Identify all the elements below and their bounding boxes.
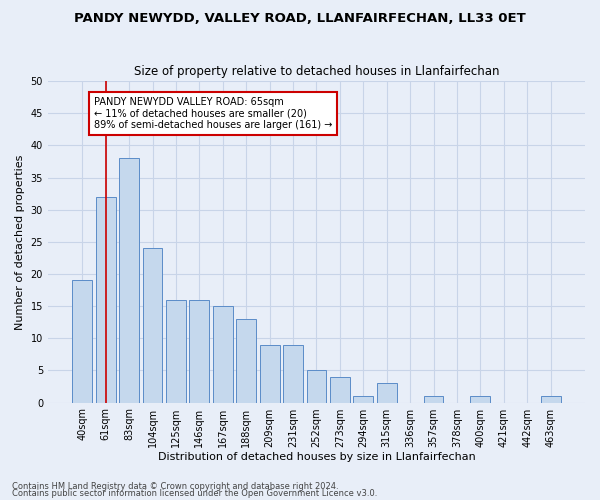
Bar: [213, 306, 233, 402]
Bar: [190, 300, 209, 403]
Bar: [377, 384, 397, 402]
Title: Size of property relative to detached houses in Llanfairfechan: Size of property relative to detached ho…: [134, 66, 499, 78]
Bar: [353, 396, 373, 402]
Bar: [330, 377, 350, 402]
Text: PANDY NEWYDD VALLEY ROAD: 65sqm
← 11% of detached houses are smaller (20)
89% of: PANDY NEWYDD VALLEY ROAD: 65sqm ← 11% of…: [94, 97, 332, 130]
Bar: [470, 396, 490, 402]
Bar: [424, 396, 443, 402]
Bar: [96, 197, 116, 402]
Bar: [166, 300, 186, 403]
Bar: [143, 248, 163, 402]
Bar: [283, 344, 303, 403]
Y-axis label: Number of detached properties: Number of detached properties: [15, 154, 25, 330]
Bar: [541, 396, 560, 402]
Text: Contains public sector information licensed under the Open Government Licence v3: Contains public sector information licen…: [12, 489, 377, 498]
Bar: [260, 344, 280, 403]
X-axis label: Distribution of detached houses by size in Llanfairfechan: Distribution of detached houses by size …: [158, 452, 475, 462]
Text: PANDY NEWYDD, VALLEY ROAD, LLANFAIRFECHAN, LL33 0ET: PANDY NEWYDD, VALLEY ROAD, LLANFAIRFECHA…: [74, 12, 526, 26]
Bar: [307, 370, 326, 402]
Text: Contains HM Land Registry data © Crown copyright and database right 2024.: Contains HM Land Registry data © Crown c…: [12, 482, 338, 491]
Bar: [73, 280, 92, 402]
Bar: [119, 158, 139, 402]
Bar: [236, 319, 256, 402]
